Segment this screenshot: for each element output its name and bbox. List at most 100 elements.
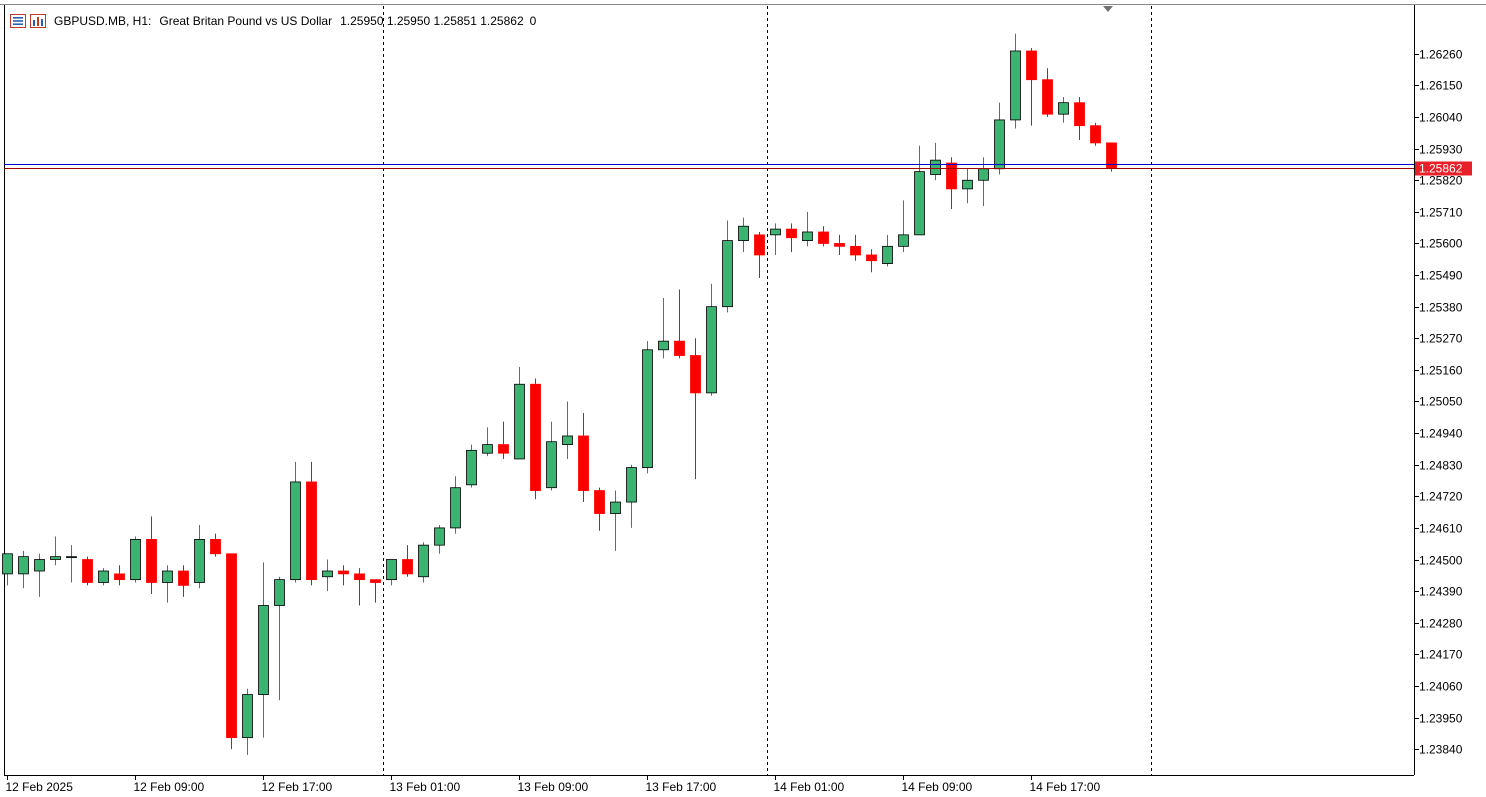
price-tick-label: 1.24940 (1419, 427, 1463, 441)
candle-body[interactable] (642, 349, 653, 468)
price-tick-label: 1.24390 (1419, 585, 1463, 599)
time-tick-label: 14 Feb 17:00 (1030, 780, 1101, 794)
candle-body[interactable] (674, 340, 685, 356)
candle-body[interactable] (210, 539, 221, 555)
candle-body[interactable] (738, 225, 749, 241)
price-tick-label: 1.23840 (1419, 743, 1463, 757)
candle-body[interactable] (434, 527, 445, 546)
candle-body[interactable] (594, 490, 605, 514)
candle-body[interactable] (466, 449, 477, 486)
candle-body[interactable] (1010, 50, 1021, 121)
price-tick-label: 1.24170 (1419, 648, 1463, 662)
price-tick-label: 1.24830 (1419, 459, 1463, 473)
price-tick-label: 1.24610 (1419, 522, 1463, 536)
candle-body[interactable] (2, 553, 13, 575)
candle-body[interactable] (338, 570, 349, 575)
candle-body[interactable] (546, 441, 557, 489)
candle-body[interactable] (194, 539, 205, 583)
price-tick-label: 1.24060 (1419, 680, 1463, 694)
candle-body[interactable] (82, 559, 93, 583)
candle-body[interactable] (322, 570, 333, 578)
candle-body[interactable] (802, 231, 813, 241)
candle-body[interactable] (1026, 50, 1037, 81)
candle-body[interactable] (274, 579, 285, 606)
price-tick-label: 1.25600 (1419, 237, 1463, 251)
price-tick-label: 1.25270 (1419, 332, 1463, 346)
price-tick-label: 1.23950 (1419, 712, 1463, 726)
candle-body[interactable] (706, 306, 717, 394)
candle-body[interactable] (354, 573, 365, 581)
candle-body[interactable] (162, 570, 173, 583)
candle-body[interactable] (18, 556, 29, 575)
candle-body[interactable] (178, 570, 189, 586)
candle-body[interactable] (146, 539, 157, 583)
candle-body[interactable] (386, 559, 397, 581)
chart-window-icon[interactable] (30, 14, 46, 28)
candle-body[interactable] (50, 556, 61, 560)
candle-body[interactable] (818, 231, 829, 244)
candle-body[interactable] (66, 556, 77, 559)
current-price-label: 1.25862 (1419, 162, 1463, 176)
price-tick-label: 1.25160 (1419, 364, 1463, 378)
candle-body[interactable] (530, 383, 541, 491)
candle-body[interactable] (722, 240, 733, 308)
time-tick-label: 13 Feb 01:00 (390, 780, 461, 794)
time-tick-label: 13 Feb 09:00 (518, 780, 589, 794)
candle-body[interactable] (418, 544, 429, 578)
candle-body[interactable] (610, 501, 621, 514)
candle-body[interactable] (578, 435, 589, 491)
candle-body[interactable] (114, 573, 125, 581)
price-tick-label: 1.25050 (1419, 395, 1463, 409)
candle-body[interactable] (1074, 102, 1085, 127)
candle-body[interactable] (850, 245, 861, 256)
chart-list-icon[interactable] (10, 14, 26, 28)
candle-body[interactable] (770, 228, 781, 236)
candle-body[interactable] (258, 605, 269, 695)
candle-body[interactable] (914, 171, 925, 236)
candle-body[interactable] (690, 355, 701, 394)
candle-body[interactable] (898, 234, 909, 247)
candle-body[interactable] (962, 179, 973, 190)
candle-body[interactable] (978, 168, 989, 181)
current-price-tag (1415, 161, 1472, 176)
candle-body[interactable] (562, 435, 573, 445)
time-tick-label: 14 Feb 01:00 (774, 780, 845, 794)
candle-body[interactable] (946, 162, 957, 190)
chart-shift-marker[interactable] (1103, 6, 1113, 12)
candle-body[interactable] (834, 243, 845, 247)
candle-body[interactable] (290, 481, 301, 581)
price-tick-label: 1.24720 (1419, 490, 1463, 504)
price-tick-label: 1.25490 (1419, 269, 1463, 283)
candle-body[interactable] (514, 383, 525, 460)
candle-body[interactable] (498, 444, 509, 454)
volume-value: 0 (529, 14, 537, 28)
candle-body[interactable] (994, 119, 1005, 170)
candle-body[interactable] (34, 559, 45, 572)
candle-body[interactable] (226, 553, 237, 739)
candle-body[interactable] (1058, 102, 1069, 115)
price-tick-label: 1.24280 (1419, 617, 1463, 631)
symbol-label: GBPUSD.MB, H1: (54, 14, 152, 28)
candle-body[interactable] (242, 694, 253, 739)
candle-body[interactable] (130, 539, 141, 581)
candle-body[interactable] (1042, 79, 1053, 115)
candle-body[interactable] (1090, 125, 1101, 144)
candle-body[interactable] (626, 467, 637, 503)
candle-body[interactable] (754, 234, 765, 256)
candle-body[interactable] (370, 579, 381, 583)
candle-body[interactable] (482, 444, 493, 454)
candle-body[interactable] (450, 487, 461, 529)
candle-body[interactable] (306, 481, 317, 581)
price-tick-label: 1.25820 (1419, 174, 1463, 188)
candle-body[interactable] (658, 340, 669, 351)
candle-body[interactable] (98, 570, 109, 583)
candle-body[interactable] (882, 245, 893, 264)
candle-body[interactable] (786, 228, 797, 239)
candle-body[interactable] (866, 254, 877, 262)
candle-body[interactable] (402, 559, 413, 575)
candle-body[interactable] (930, 159, 941, 175)
price-tick-label: 1.26040 (1419, 111, 1463, 125)
time-tick-label: 13 Feb 17:00 (646, 780, 717, 794)
